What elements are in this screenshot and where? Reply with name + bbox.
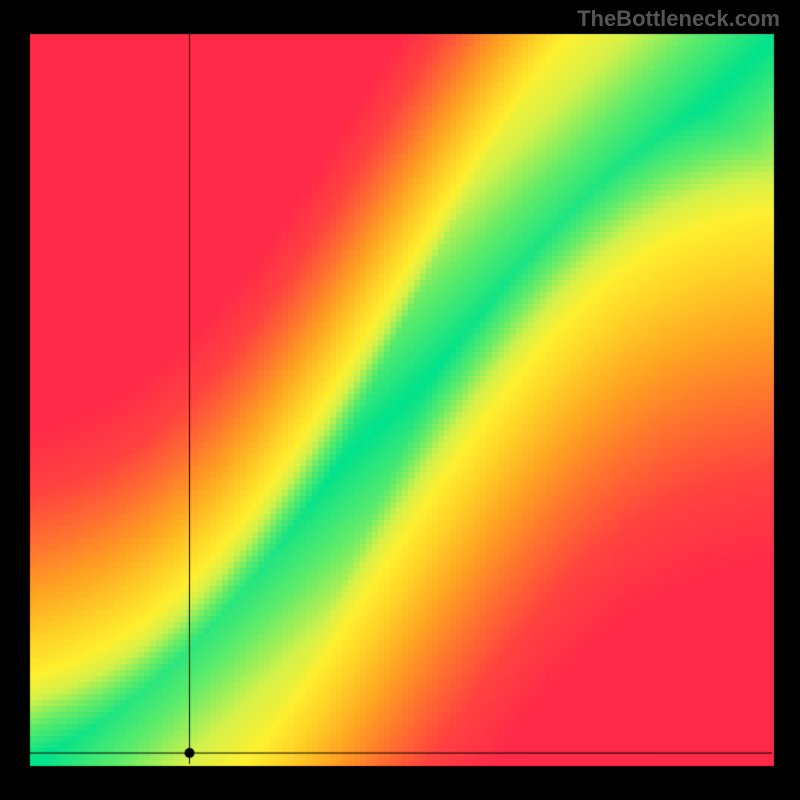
watermark-text: TheBottleneck.com	[577, 6, 780, 32]
bottleneck-heatmap	[0, 0, 800, 800]
